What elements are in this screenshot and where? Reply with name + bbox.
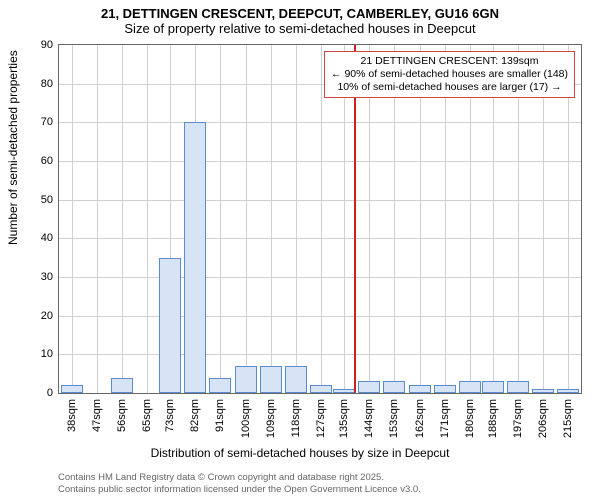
x-tick-label: 153sqm [388,399,400,438]
gridline-vertical [122,45,123,393]
footer-line-1: Contains HM Land Registry data © Crown c… [58,472,421,484]
y-tick-label: 70 [41,116,59,128]
histogram-bar [434,385,456,393]
x-tick-label: 109sqm [265,399,277,438]
x-tick-label: 144sqm [363,399,375,438]
y-tick-label: 30 [41,271,59,283]
x-tick-label: 206sqm [537,399,549,438]
gridline-vertical [246,45,247,393]
gridline-vertical [97,45,98,393]
gridline-vertical [220,45,221,393]
plot-area: 010203040506070809038sqm47sqm56sqm65sqm7… [58,44,582,394]
x-tick-label: 171sqm [439,399,451,438]
x-tick-label: 135sqm [338,399,350,438]
y-axis-label: Number of semi-detached properties [6,50,20,245]
title-line-2: Size of property relative to semi-detach… [0,21,600,36]
histogram-bar [61,385,83,393]
y-tick-label: 40 [41,232,59,244]
x-tick-label: 38sqm [66,399,78,432]
x-tick-label: 197sqm [512,399,524,438]
gridline-vertical [296,45,297,393]
x-tick-label: 100sqm [240,399,252,438]
gridline-horizontal [59,316,581,317]
annotation-line: 21 DETTINGEN CRESCENT: 139sqm [331,55,568,68]
y-tick-label: 80 [41,78,59,90]
gridline-vertical [72,45,73,393]
gridline-horizontal [59,161,581,162]
gridline-horizontal [59,122,581,123]
histogram-bar [310,385,332,393]
histogram-bar [260,366,282,393]
gridline-horizontal [59,238,581,239]
footer-line-2: Contains public sector information licen… [58,484,421,496]
x-tick-label: 65sqm [141,399,153,432]
histogram-bar [184,122,206,393]
x-tick-label: 56sqm [116,399,128,432]
y-tick-label: 60 [41,155,59,167]
x-tick-label: 127sqm [315,399,327,438]
histogram-bar [235,366,257,393]
x-tick-label: 162sqm [414,399,426,438]
histogram-bar [482,381,504,393]
histogram-bar [383,381,405,393]
histogram-bar [285,366,307,393]
y-tick-label: 50 [41,194,59,206]
x-tick-label: 215sqm [562,399,574,438]
histogram-bar [532,389,554,393]
gridline-horizontal [59,200,581,201]
gridline-vertical [147,45,148,393]
y-tick-label: 10 [41,348,59,360]
gridline-horizontal [59,277,581,278]
histogram-bar [333,389,355,393]
histogram-bar [209,378,231,393]
y-tick-label: 20 [41,310,59,322]
chart-title: 21, DETTINGEN CRESCENT, DEEPCUT, CAMBERL… [0,6,600,36]
gridline-vertical [271,45,272,393]
gridline-horizontal [59,354,581,355]
histogram-bar [459,381,481,393]
gridline-vertical [321,45,322,393]
histogram-bar [111,378,133,393]
histogram-bar [557,389,579,393]
x-tick-label: 73sqm [164,399,176,432]
annotation-line: 10% of semi-detached houses are larger (… [331,81,568,94]
chart-footer: Contains HM Land Registry data © Crown c… [58,472,421,496]
histogram-bar [159,258,181,393]
annotation-box: 21 DETTINGEN CRESCENT: 139sqm← 90% of se… [324,51,575,98]
title-line-1: 21, DETTINGEN CRESCENT, DEEPCUT, CAMBERL… [0,6,600,21]
x-tick-label: 188sqm [487,399,499,438]
x-tick-label: 47sqm [91,399,103,432]
x-tick-label: 82sqm [189,399,201,432]
x-tick-label: 91sqm [214,399,226,432]
histogram-bar [358,381,380,393]
y-tick-label: 90 [41,39,59,51]
histogram-bar [409,385,431,393]
histogram-bar [507,381,529,393]
x-tick-label: 180sqm [464,399,476,438]
x-tick-label: 118sqm [290,399,302,437]
x-axis-label: Distribution of semi-detached houses by … [0,446,600,460]
annotation-line: ← 90% of semi-detached houses are smalle… [331,68,568,81]
y-tick-label: 0 [47,387,59,399]
